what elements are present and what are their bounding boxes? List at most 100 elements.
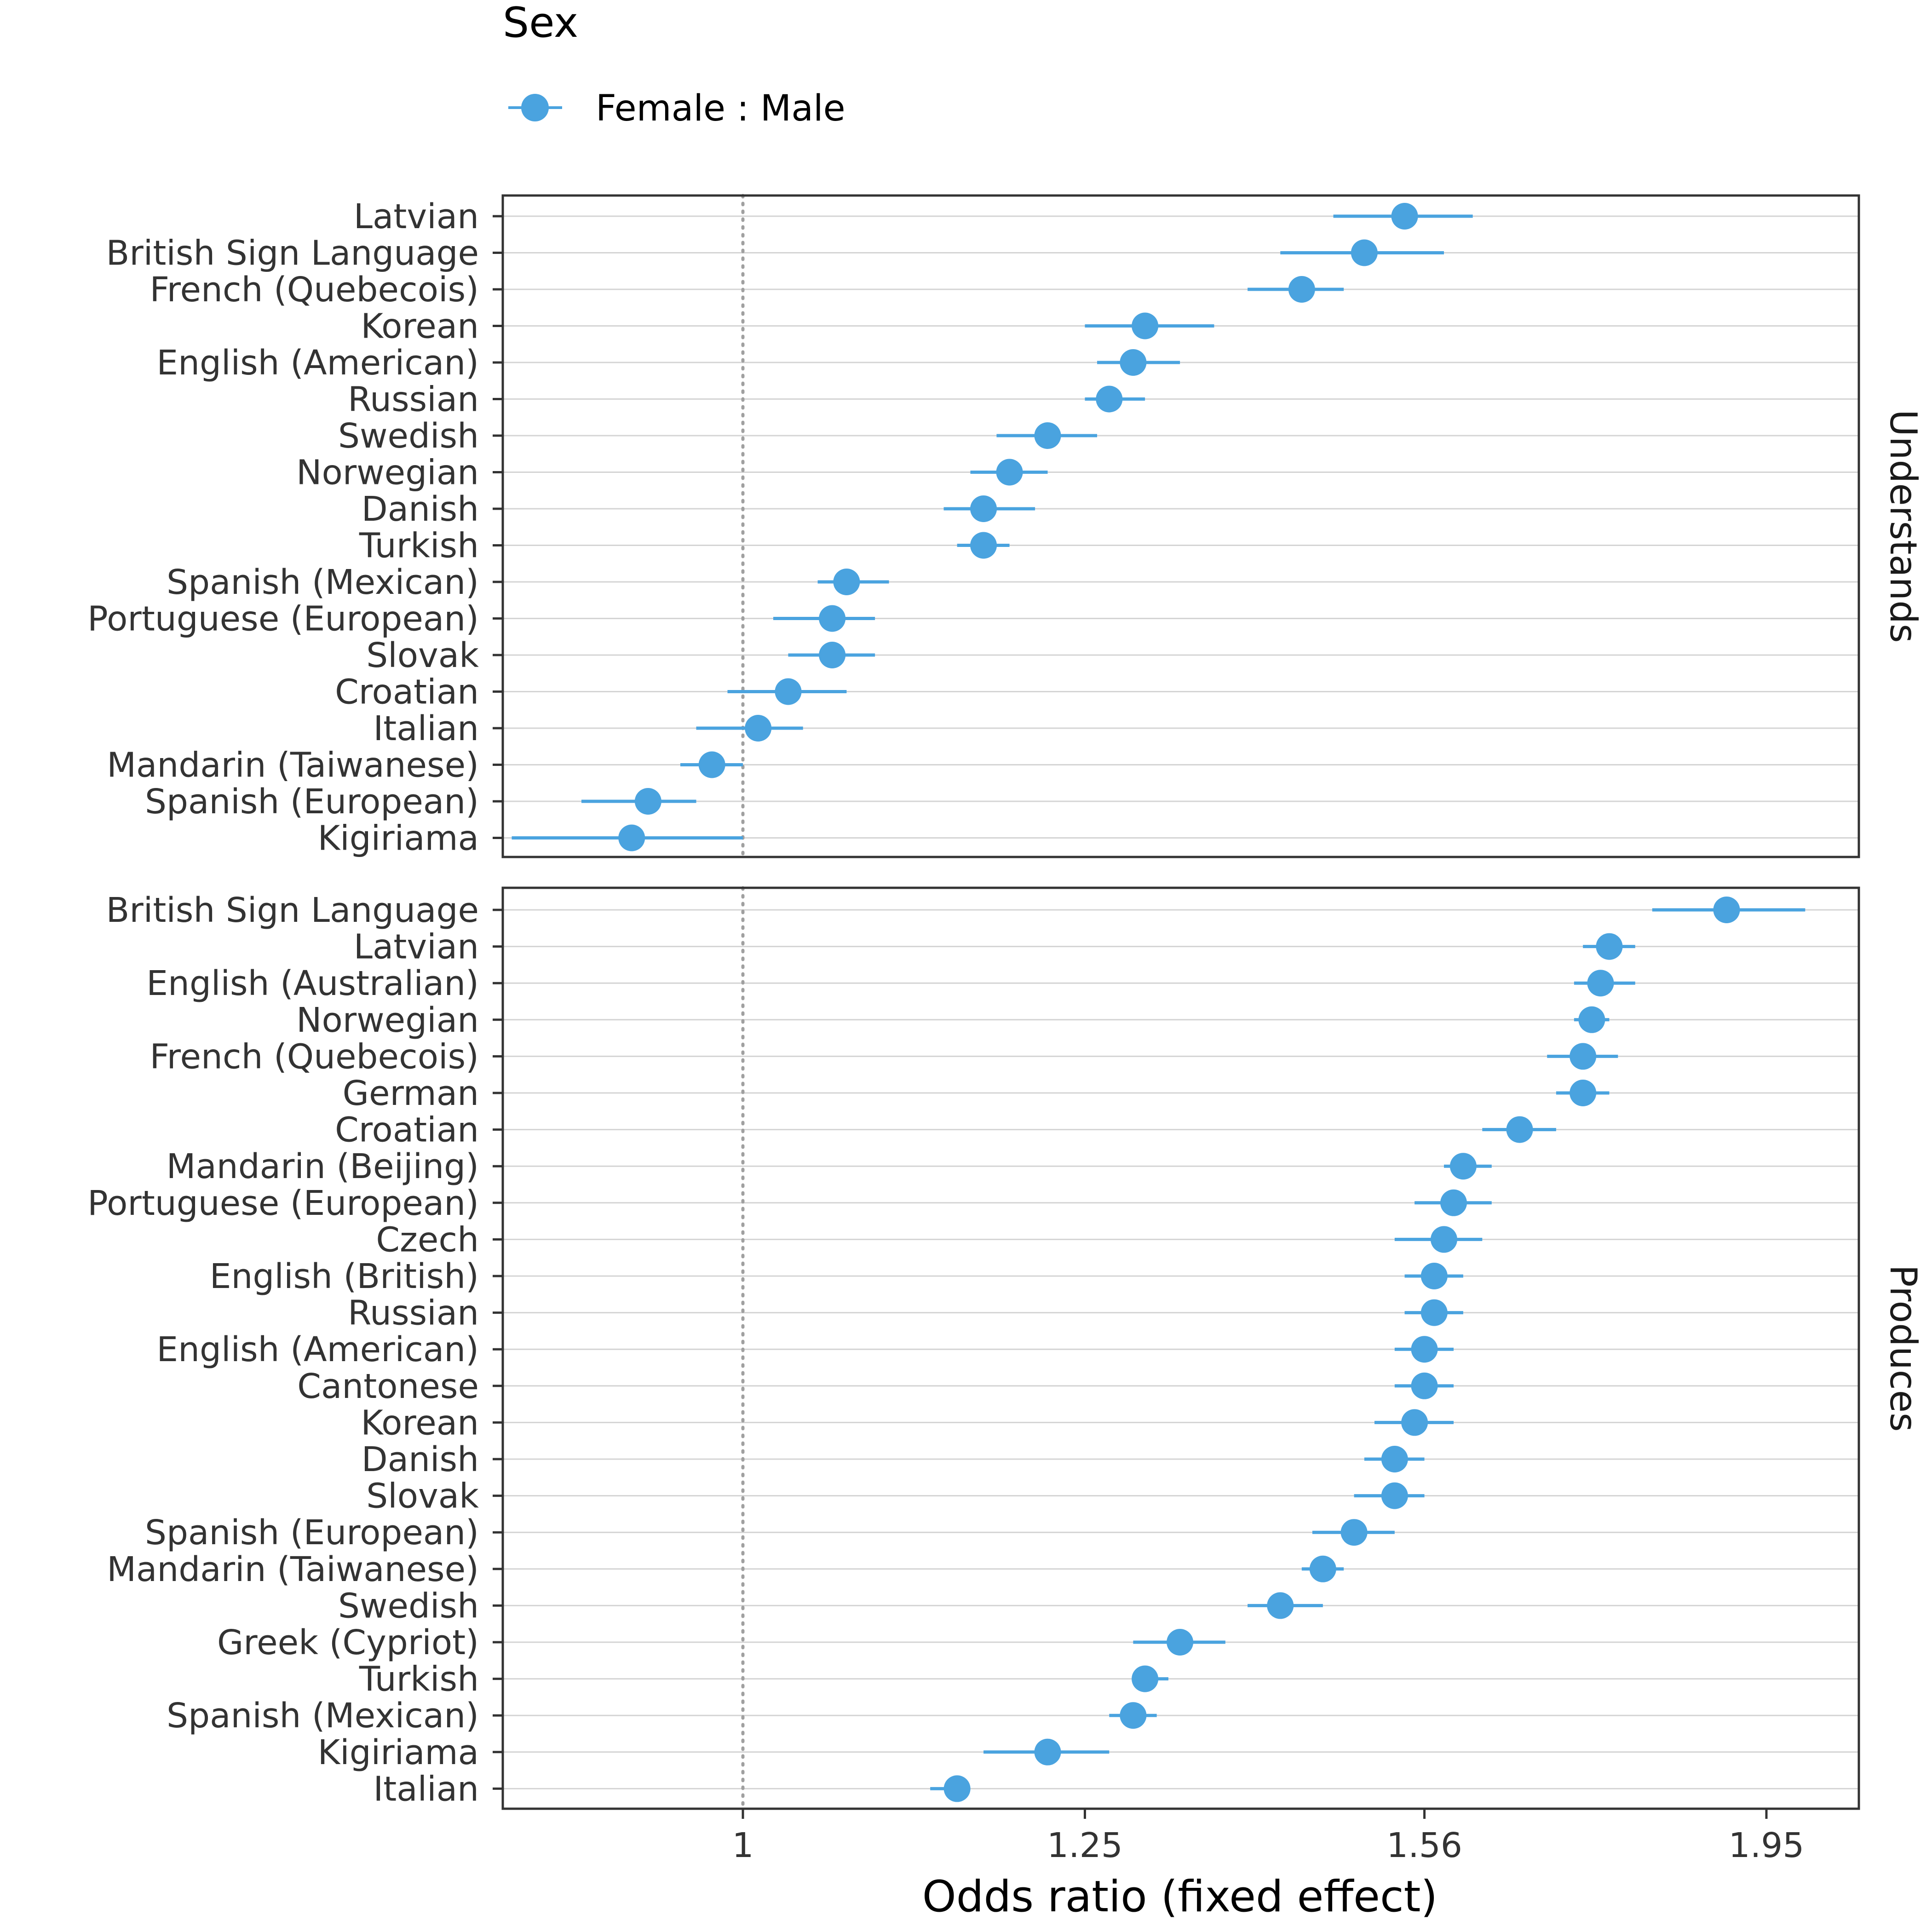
point-estimate	[1288, 276, 1315, 303]
y-tick-label: Latvian	[354, 927, 479, 967]
y-tick-label: British Sign Language	[106, 234, 479, 273]
y-tick-label: Mandarin (Taiwanese)	[107, 746, 479, 785]
point-estimate	[745, 715, 772, 742]
y-tick-label: Spanish (European)	[145, 782, 479, 822]
y-tick-label: English (British)	[210, 1257, 479, 1296]
y-tick-label: Czech	[376, 1220, 479, 1259]
y-tick-label: English (Australian)	[146, 964, 479, 1003]
point-estimate	[1351, 239, 1378, 266]
y-tick-label: Korean	[361, 1403, 479, 1443]
y-tick-label: Spanish (Mexican)	[167, 563, 479, 602]
y-tick-label: Croatian	[335, 1110, 479, 1150]
point-estimate	[1570, 1043, 1597, 1070]
point-estimate	[1420, 1263, 1448, 1289]
point-estimate	[1309, 1555, 1336, 1582]
y-tick-label: British Sign Language	[106, 891, 479, 930]
x-axis-title: Odds ratio (fixed effect)	[922, 1872, 1438, 1922]
y-tick-label: German	[343, 1074, 479, 1113]
legend-entry-label: Female : Male	[596, 88, 845, 129]
point-estimate	[1096, 385, 1123, 413]
point-estimate	[1420, 1299, 1448, 1326]
y-tick-label: Portuguese (European)	[87, 599, 479, 639]
legend-key-point	[521, 94, 549, 121]
facet-strip-label: Produces	[1882, 1265, 1925, 1432]
y-tick-label: Swedish	[338, 416, 479, 456]
y-tick-label: Latvian	[354, 197, 479, 236]
y-tick-label: Danish	[362, 489, 479, 529]
point-estimate	[1713, 897, 1740, 923]
point-estimate	[1340, 1519, 1368, 1546]
point-estimate	[1596, 933, 1623, 960]
y-tick-label: Turkish	[359, 1660, 479, 1699]
y-tick-label: Spanish (European)	[145, 1513, 479, 1552]
point-estimate	[1120, 349, 1147, 376]
y-tick-label: Italian	[373, 1769, 479, 1809]
y-tick-label: Greek (Cypriot)	[217, 1623, 479, 1662]
point-estimate	[1430, 1226, 1457, 1253]
point-estimate	[996, 459, 1023, 486]
point-estimate	[1120, 1702, 1147, 1729]
y-tick-label: French (Quebecois)	[150, 270, 479, 310]
y-tick-label: Slovak	[366, 1477, 479, 1516]
point-estimate	[819, 642, 846, 668]
y-tick-label: Croatian	[335, 673, 479, 712]
point-estimate	[833, 569, 860, 595]
y-tick-label: Spanish (Mexican)	[167, 1696, 479, 1736]
point-estimate	[1440, 1189, 1467, 1216]
point-estimate	[1411, 1336, 1438, 1363]
point-estimate	[970, 495, 997, 522]
point-estimate	[1267, 1592, 1294, 1619]
panel-border	[501, 194, 1860, 858]
y-tick-label: Slovak	[366, 636, 479, 675]
y-tick-label: Russian	[348, 1294, 479, 1333]
facet-strip-label: Understands	[1882, 409, 1925, 643]
y-tick-label: Portuguese (European)	[87, 1184, 479, 1223]
y-tick-label: Kigiriama	[318, 1733, 479, 1772]
point-estimate	[1411, 1372, 1438, 1399]
point-estimate	[1381, 1446, 1408, 1472]
x-tick-label: 1.95	[1729, 1826, 1805, 1865]
point-estimate	[1132, 1665, 1159, 1692]
y-tick-label: Kigiriama	[318, 819, 479, 858]
point-estimate	[1570, 1080, 1597, 1106]
x-tick-label: 1.25	[1047, 1826, 1123, 1865]
point-estimate	[1449, 1153, 1477, 1180]
point-estimate	[1034, 422, 1061, 449]
y-tick-label: Swedish	[338, 1586, 479, 1626]
y-tick-label: Danish	[362, 1440, 479, 1479]
point-estimate	[698, 751, 725, 778]
point-estimate	[618, 824, 645, 851]
point-estimate	[775, 678, 802, 705]
point-estimate	[819, 605, 846, 632]
legend-title: Sex	[503, 0, 578, 47]
y-tick-label: Italian	[373, 709, 479, 748]
x-tick-label: 1.56	[1386, 1826, 1462, 1865]
x-axis: 1 1.25 1.56 1.95	[732, 1809, 1804, 1865]
y-tick-label: Russian	[348, 380, 479, 420]
point-estimate	[1381, 1482, 1408, 1509]
point-estimate	[1132, 312, 1159, 339]
y-tick-label: Norwegian	[296, 453, 479, 493]
point-estimate	[1034, 1738, 1061, 1765]
point-estimate	[1391, 203, 1418, 230]
y-tick-label: Korean	[361, 307, 479, 346]
y-tick-label: Mandarin (Beijing)	[167, 1147, 479, 1186]
point-estimate	[1401, 1409, 1428, 1436]
x-tick-label: 1	[732, 1826, 753, 1865]
y-tick-label: Cantonese	[297, 1367, 479, 1406]
y-tick-label: Norwegian	[296, 1000, 479, 1040]
legend: Sex Female : Male	[503, 0, 845, 129]
y-tick-label: English (American)	[156, 1330, 479, 1369]
panel-border	[501, 886, 1860, 1810]
point-estimate	[943, 1775, 971, 1802]
y-tick-label: Turkish	[359, 526, 479, 566]
y-tick-label: French (Quebecois)	[150, 1037, 479, 1076]
y-tick-label: Mandarin (Taiwanese)	[107, 1550, 479, 1589]
point-estimate	[1578, 1006, 1605, 1033]
point-estimate	[1167, 1629, 1194, 1656]
point-estimate	[1587, 970, 1614, 997]
